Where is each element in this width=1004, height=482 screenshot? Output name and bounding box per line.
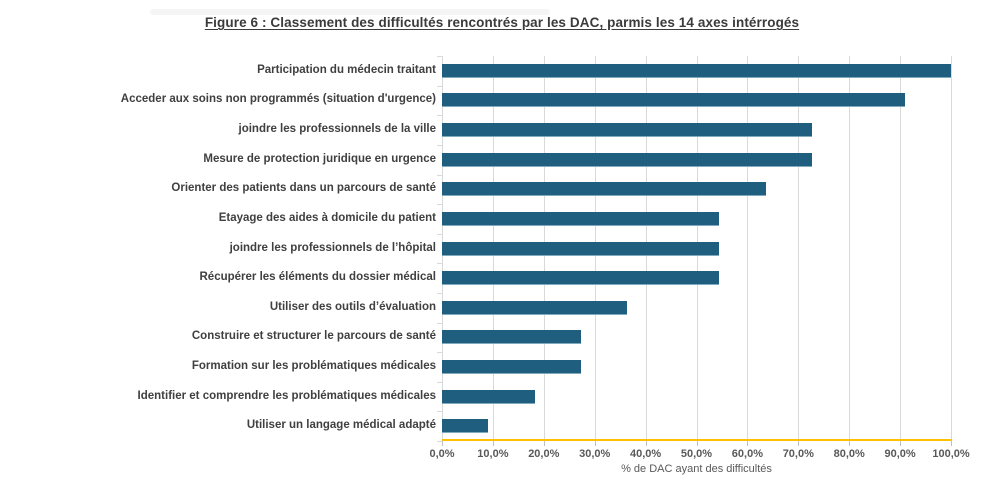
category-label: Utiliser des outils d’évaluation [269,300,436,313]
category-tick-mark [437,381,442,383]
category-label: Etayage des aides à domicile du patient [218,211,436,224]
category-tick-mark [437,204,442,206]
x-tick-mark [900,441,902,446]
category-tick-mark [437,441,442,442]
bar [442,123,812,137]
x-tick-mark [543,441,545,446]
category-label: Orienter des patients dans un parcours d… [171,182,436,195]
category-label: Participation du médecin traitant [257,63,436,76]
x-axis-line [442,439,952,441]
category-tick-mark [437,233,442,235]
x-tick-mark [798,441,800,446]
x-tick-label: 10,0% [477,448,509,460]
category-tick-mark [437,174,442,176]
x-tick-mark [849,441,851,446]
x-tick-mark [951,441,952,446]
category-tick-mark [437,263,442,265]
gridline [747,56,749,441]
category-label: Mesure de protection juridique en urgenc… [203,152,436,165]
bar [442,211,720,226]
category-label: Formation sur les problématiques médical… [191,360,436,372]
x-tick-label: 20,0% [528,448,560,460]
x-tick-mark [645,441,647,446]
category-label: Utiliser un langage médical adapté [246,419,436,432]
category-label: Construire et structurer le parcours de … [191,330,436,343]
x-tick-label: 30,0% [579,448,611,460]
plot-area [437,56,952,446]
x-tick-mark [747,441,749,446]
category-label: joindre les professionnels de l’hôpital [229,241,436,254]
category-tick-mark [437,352,442,354]
x-tick-mark [492,441,494,446]
x-tick-label: 100,0% [932,448,970,460]
x-tick-mark [442,441,443,446]
category-label: Acceder aux soins non programmés (situat… [120,93,436,106]
bar [442,360,581,374]
category-label: joindre les professionnels de la ville [238,123,436,135]
gridline [849,56,851,441]
x-tick-label: 50,0% [680,448,713,460]
gridline [900,56,902,441]
bar [442,271,720,286]
x-tick-label: 60,0% [731,448,763,460]
bar [442,241,720,256]
bar [442,389,535,404]
category-tick-mark [437,56,442,57]
gridline [951,56,952,441]
bar [442,300,628,315]
category-tick-mark [437,411,442,413]
x-tick-label: 40,0% [629,448,662,460]
bar [442,182,766,197]
x-tick-label: 80,0% [833,448,865,460]
bar [442,330,581,345]
x-tick-label: 90,0% [884,448,916,460]
bar [442,419,489,434]
category-tick-mark [437,322,442,324]
bar [442,93,905,108]
x-axis-title: % de DAC ayant des difficultés [621,463,772,475]
gridline [798,56,800,441]
category-tick-mark [437,144,442,146]
category-tick-mark [437,292,442,294]
x-tick-mark [696,441,698,446]
category-label: Identifier et comprendre les problématiq… [137,389,436,402]
category-label: Récupérer les éléments du dossier médica… [199,271,437,284]
bar [442,63,951,78]
category-tick-mark [437,115,442,117]
x-tick-label: 70,0% [782,448,814,460]
background-artifact [150,9,550,15]
x-tick-label: 0,0% [429,448,455,460]
category-tick-mark [437,85,442,87]
x-tick-mark [594,441,596,446]
category-axis: Participation du médecin traitant Acceder… [0,56,436,441]
bar [442,152,812,167]
chart-title: Figure 6 : Classement des difficultés re… [204,15,800,30]
